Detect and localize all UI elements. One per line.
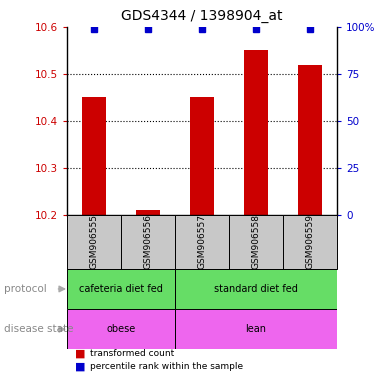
Text: disease state: disease state [4, 324, 73, 334]
Bar [175, 309, 337, 349]
Bar [190, 98, 214, 215]
Bar [244, 50, 268, 215]
Text: GSM906555: GSM906555 [90, 214, 98, 270]
Text: GSM906557: GSM906557 [198, 214, 206, 270]
Text: protocol: protocol [4, 284, 47, 294]
Bar [283, 215, 337, 269]
Bar [136, 210, 160, 215]
Text: GSM906556: GSM906556 [144, 214, 152, 270]
Bar [229, 215, 283, 269]
Bar [298, 65, 322, 215]
Text: percentile rank within the sample: percentile rank within the sample [90, 362, 243, 371]
Text: ■: ■ [75, 348, 85, 358]
Text: lean: lean [246, 324, 267, 334]
Text: GSM906559: GSM906559 [306, 214, 314, 270]
Text: cafeteria diet fed: cafeteria diet fed [79, 284, 163, 294]
Bar [67, 309, 175, 349]
Text: ■: ■ [75, 362, 85, 372]
Bar [121, 215, 175, 269]
Text: standard diet fed: standard diet fed [214, 284, 298, 294]
Bar [67, 269, 175, 309]
Text: transformed count: transformed count [90, 349, 174, 358]
Bar [175, 269, 337, 309]
Bar [82, 98, 106, 215]
Text: GSM906558: GSM906558 [252, 214, 260, 270]
Bar [175, 215, 229, 269]
Text: obese: obese [106, 324, 136, 334]
Bar [67, 215, 121, 269]
Title: GDS4344 / 1398904_at: GDS4344 / 1398904_at [121, 9, 283, 23]
